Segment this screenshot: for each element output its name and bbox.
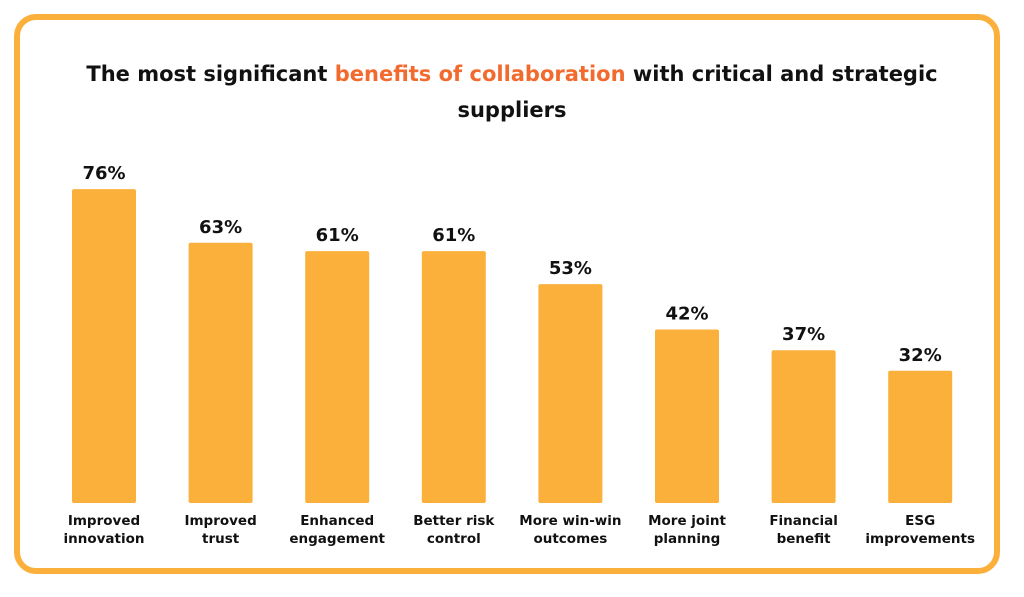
category-label-0-line-0: Improved (68, 513, 140, 529)
bar-1 (188, 242, 253, 504)
category-label-4-line-1: outcomes (533, 531, 607, 547)
category-label-2-line-0: Enhanced (300, 513, 374, 529)
value-label-1: 63% (199, 217, 242, 238)
bar-3 (421, 251, 486, 503)
category-label-3-line-0: Better risk (413, 513, 495, 529)
category-label-7-line-0: ESG (905, 513, 935, 529)
bar-4 (538, 284, 603, 503)
category-label-1-line-1: trust (202, 531, 240, 547)
value-label-3: 61% (432, 225, 475, 246)
title-highlight: benefits of collaboration (334, 62, 626, 86)
value-label-2: 61% (316, 225, 359, 246)
category-label-0-line-1: innovation (64, 531, 145, 547)
bar-2 (305, 251, 370, 503)
category-label-1-line-0: Improved (184, 513, 256, 529)
title-part-after: with critical and strategic suppliers (457, 62, 938, 122)
category-label-5-line-0: More joint (648, 513, 726, 529)
chart-frame (14, 14, 1000, 574)
category-label-5-line-1: planning (654, 531, 721, 547)
category-label-4-line-0: More win-win (519, 513, 621, 529)
category-label-2-line-1: engagement (289, 531, 385, 547)
bar-5 (655, 329, 719, 503)
category-label-3-line-1: control (427, 531, 481, 547)
category-label-7-line-1: improvements (865, 531, 975, 547)
category-label-6-line-0: Financial (769, 513, 838, 529)
bar-6 (771, 350, 836, 503)
bar-7 (888, 370, 953, 503)
title-part-before: The most significant (86, 62, 335, 86)
value-label-7: 32% (899, 345, 942, 366)
category-label-6-line-1: benefit (777, 531, 832, 547)
chart-title: The most significant benefits of collabo… (60, 56, 964, 128)
value-label-5: 42% (665, 304, 708, 325)
value-label-4: 53% (549, 258, 592, 279)
value-label-0: 76% (82, 163, 125, 184)
bar-0 (72, 189, 136, 503)
value-label-6: 37% (782, 324, 825, 345)
